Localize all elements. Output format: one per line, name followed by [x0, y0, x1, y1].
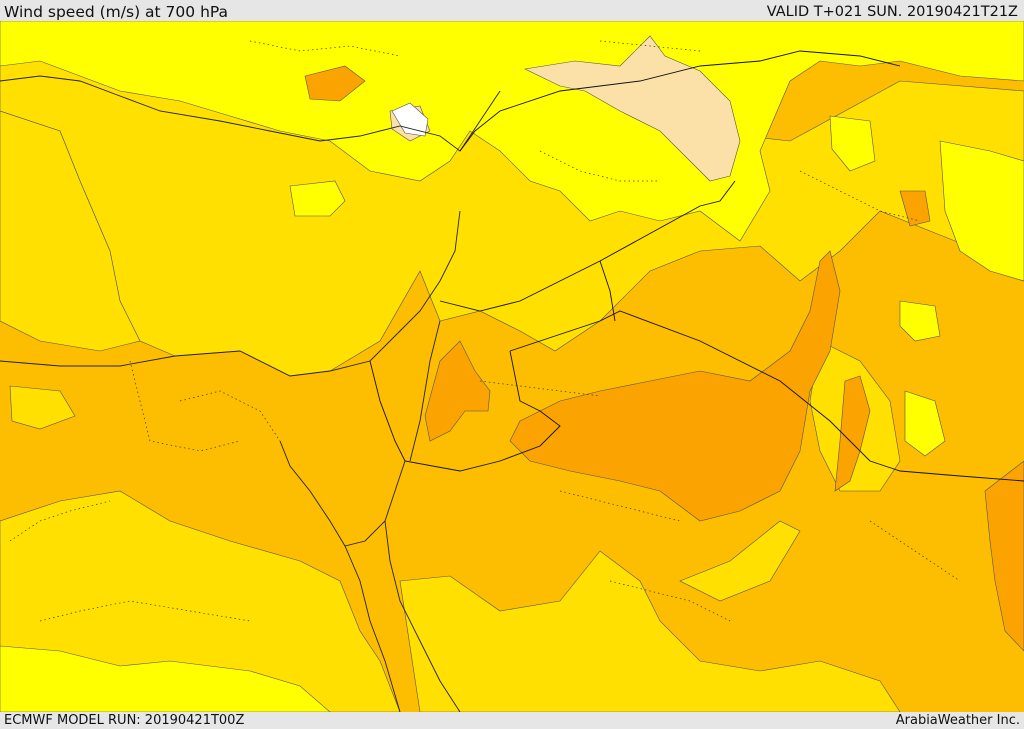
- wind-band-light-sw: [0, 645, 331, 712]
- credit-label: ArabiaWeather Inc.: [895, 713, 1020, 728]
- wind-band-deeper-n: [304, 65, 366, 102]
- wind-speed-map: [0, 21, 1024, 712]
- wind-band-deeper-central: [509, 250, 841, 522]
- wind-band-lightest-north: [524, 35, 741, 182]
- wind-band-light-north: [0, 21, 1024, 242]
- wind-band-mid-band-southeast: [679, 520, 801, 602]
- coastlines: [0, 75, 501, 712]
- wind-band-mid-southcentral: [399, 550, 901, 712]
- wind-band-light-northeast: [939, 140, 1024, 282]
- wind-band-light-cyprus: [289, 180, 346, 217]
- wind-band-deeper-west: [424, 340, 491, 442]
- calm-spot: [391, 102, 429, 137]
- admin-borders: [9, 40, 961, 622]
- wind-band-light-e2: [899, 300, 941, 342]
- wind-band-light-e1: [904, 390, 946, 457]
- model-run-label: ECMWF MODEL RUN: 20190421T00Z: [4, 713, 245, 728]
- valid-time-label: VALID T+021 SUN. 20190421T21Z: [766, 4, 1018, 20]
- wind-band-mid-northwest: [0, 110, 141, 352]
- map-title: Wind speed (m/s) at 700 hPa: [4, 3, 229, 21]
- footer-bar: ECMWF MODEL RUN: 20190421T00Z ArabiaWeat…: [0, 712, 1024, 729]
- wind-band-mid-south: [0, 490, 401, 712]
- wind-band-mid-islet: [9, 385, 76, 430]
- wind-band-deeper-se: [984, 460, 1024, 652]
- wind-band-deeper-ne: [899, 190, 931, 227]
- wind-band-deeper-east: [834, 375, 871, 492]
- header-bar: Wind speed (m/s) at 700 hPa VALID T+021 …: [0, 0, 1024, 21]
- wind-band-light-e3: [829, 115, 876, 172]
- political-borders: [369, 50, 1024, 482]
